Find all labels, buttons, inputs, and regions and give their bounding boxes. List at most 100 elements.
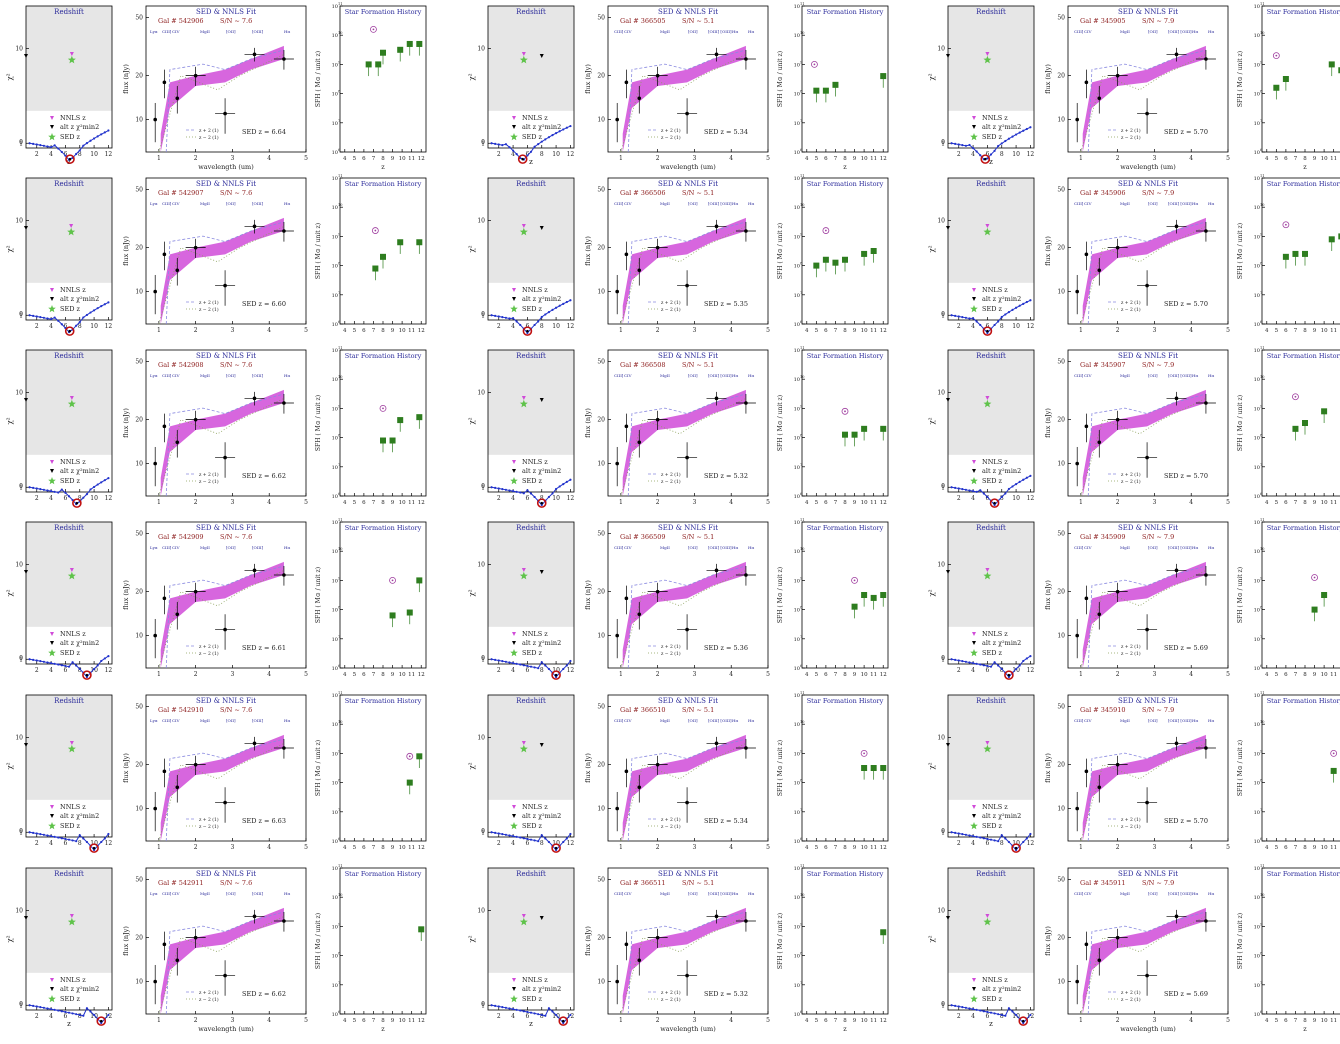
emission-line-label: CIII] [162,201,172,206]
chi2-point [490,486,492,488]
photometry-point [1145,456,1149,460]
tick-label: 3 [1153,155,1157,162]
sfh-point [880,426,886,432]
tick-label: 11 [870,328,877,334]
tick-label: 4 [805,328,809,334]
chi2-point [566,837,568,839]
flux-axis-label: flux (nJy) [584,753,592,783]
tick-label: 0 [481,1001,485,1008]
chi2-point [519,1009,521,1011]
chi2-point [993,1012,995,1014]
chi2-axis-label: χ² [6,417,14,424]
sed-z-value: SED z = 5.34 [704,128,748,136]
sed-title: SED & NNLS Fit [658,180,718,188]
sed-z-value: SED z = 5.35 [704,300,748,308]
tick-label: 1 [157,327,161,334]
chi2-point [526,838,528,840]
legend-plus: z + 2 (1) [1121,989,1141,996]
tick-exp: 11 [800,2,804,6]
sn-label: S/N ~ 7.9 [1142,17,1174,25]
emission-line-label: [OII] [226,29,236,34]
tick-exp: 7 [800,808,802,812]
emission-line-label: [OII] [688,201,698,206]
z-axis-label: z [989,1020,993,1028]
prior-region [26,695,112,800]
tick-exp: 10 [1260,375,1264,379]
emission-line-label: [OIII] [OIII] [1168,718,1192,723]
legend-nnls: NNLS z [982,803,1008,811]
chi2-point [505,317,507,319]
photometry-point [1204,57,1208,61]
legend-plus: z + 2 (1) [199,471,219,478]
sfh-title: Star Formation History [807,180,884,188]
tick-label: 7 [372,156,376,162]
chi2-point [1019,132,1021,134]
legend-sed: SED z [522,133,542,141]
tick-label: 0 [481,139,485,146]
tick-label: 10 [1057,979,1065,986]
tick-label: 4 [49,323,53,330]
chi2-point [43,317,45,319]
chi2-point [28,486,30,488]
chi2-point [1026,657,1028,659]
sfh-open-dot [1275,55,1277,57]
chi2-point [508,834,510,836]
tick-label: 10 [937,562,945,569]
prior-region [488,522,574,627]
chi2-point [551,1010,553,1012]
photometry-point [253,569,257,573]
photometry-point [685,974,689,978]
sfh-point [407,780,413,786]
sfh-point [1329,61,1335,67]
tick-label: 12 [567,323,575,330]
tick-exp: 6 [800,148,802,152]
tick-label: 10 [399,1018,406,1024]
tick-exp: 10 [338,893,342,897]
sfh-title: Star Formation History [345,180,422,188]
emission-line-label: [OII] [688,891,698,896]
tick-label: 6 [824,328,828,334]
tick-exp: 7 [1260,808,1262,812]
emission-line-label: Hα [732,891,738,896]
chi2-point [526,154,528,156]
chi2-point [93,668,95,670]
sed-model-band [623,908,746,1014]
tick-label: 2 [35,151,39,158]
tick-label: 10 [597,289,605,296]
prior-region [948,695,1034,800]
gal-label: Gal # 366506 [620,189,666,197]
photometry-point [194,936,198,940]
chi2-point [958,315,960,317]
chi2-point [958,143,960,145]
tick-label: 20 [135,762,143,769]
tick-label: 2 [35,667,39,674]
tick-exp: 6 [338,837,340,841]
z-axis-label: z [1303,163,1307,171]
tick-label: 50 [135,704,143,711]
emission-line-label: MgII [660,545,670,550]
tick-label: 50 [597,704,605,711]
tick-label: 7 [834,328,838,334]
tick-label: 4 [1189,1017,1193,1024]
sfh-axis-label: SFH ( M⊙ / unit z) [315,913,322,969]
sfh-point [1312,607,1318,613]
sed-model-band [623,562,746,668]
chi2-point [961,660,963,662]
chi2-point [530,151,532,153]
sfh-point [380,50,386,56]
tick-label: 1 [1079,844,1083,851]
tick-label: 8 [1303,1018,1307,1024]
tick-exp: 6 [338,664,340,668]
photometry-point [194,590,198,594]
tick-exp: 10 [338,31,342,35]
legend-nnls-symbol [972,116,976,120]
chi2-point [82,316,84,318]
tick-label: 2 [497,1013,501,1020]
chi2-point [104,837,106,839]
chi2-point [1019,305,1021,307]
tick-exp: 6 [338,148,340,152]
chi2-point [986,838,988,840]
emission-line-label: [OIII] [OIII] [708,29,732,34]
redshift-title: Redshift [976,524,1006,532]
chi2-point [82,145,84,147]
